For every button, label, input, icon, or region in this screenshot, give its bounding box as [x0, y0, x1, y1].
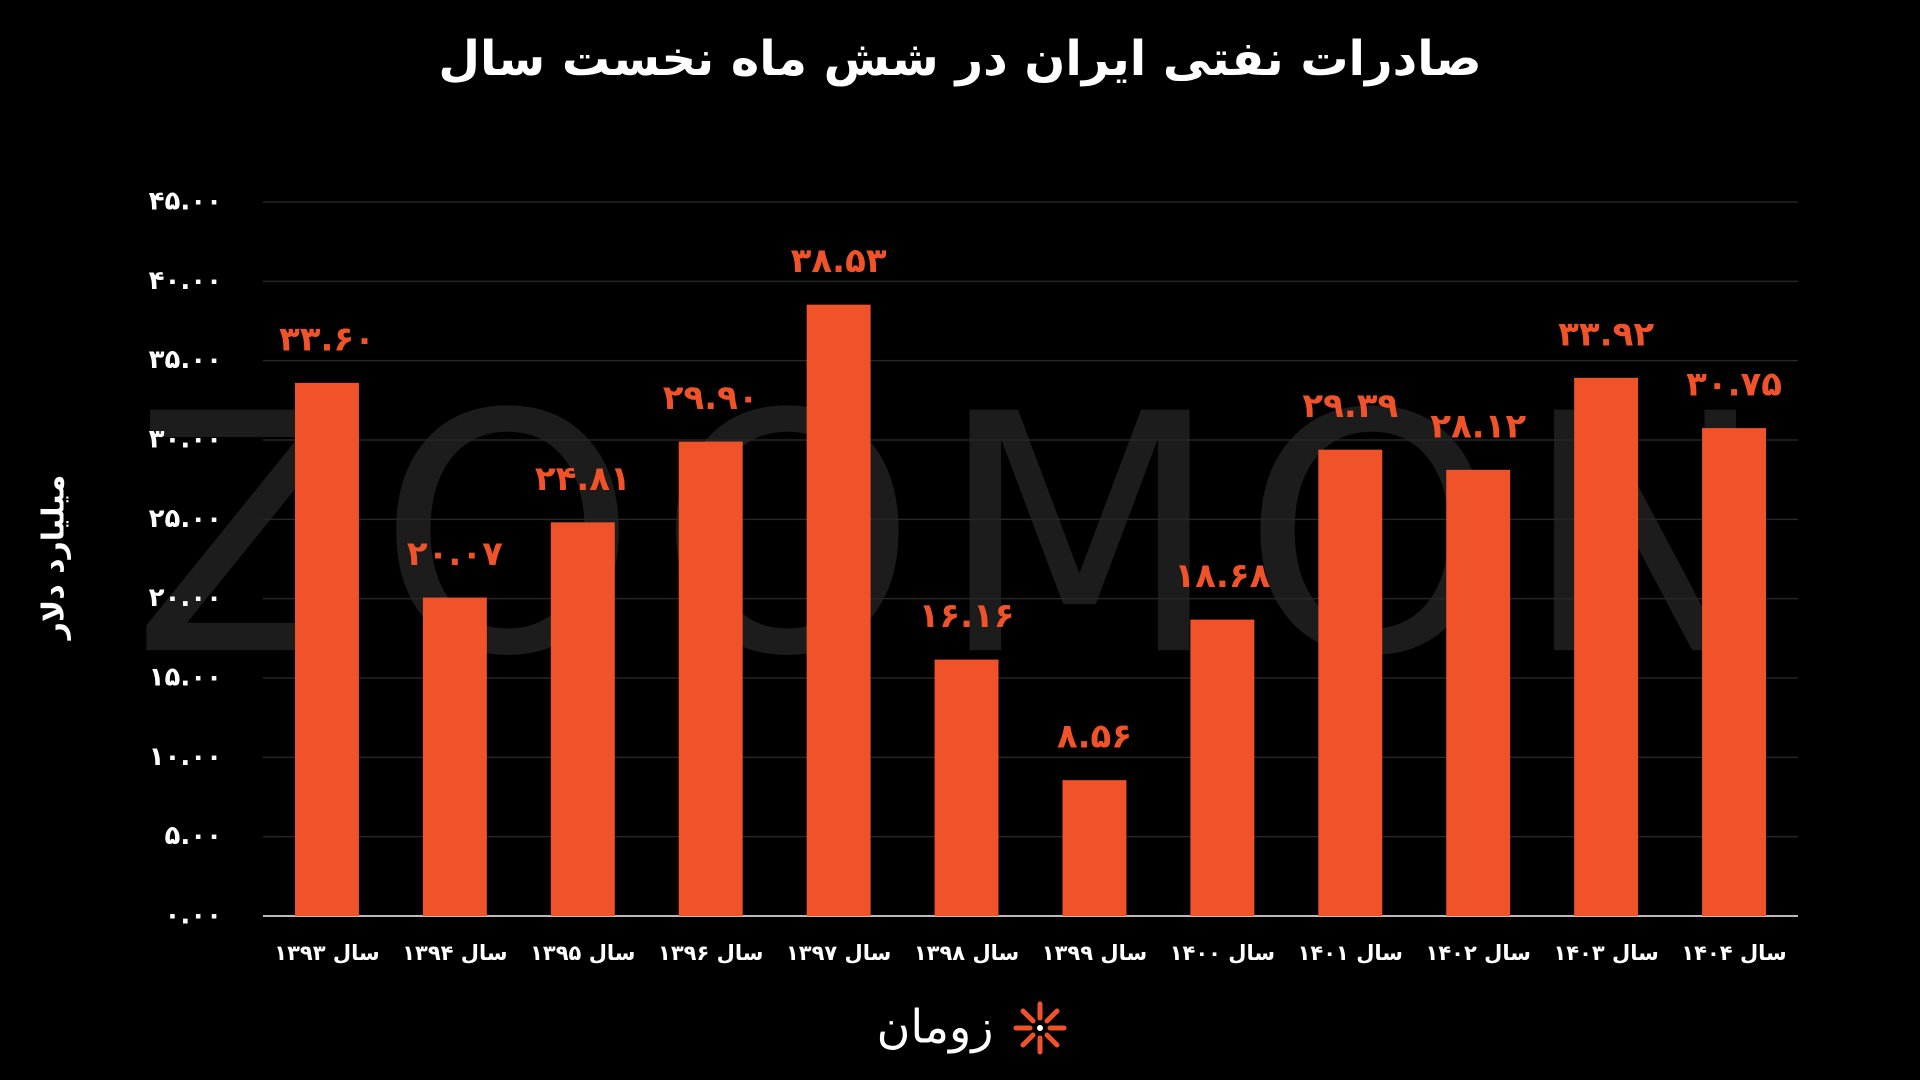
- bar: [1062, 780, 1127, 916]
- y-tick-label: ۳۰.۰۰: [149, 425, 222, 455]
- y-tick-label: ۴۰.۰۰: [149, 266, 222, 296]
- y-tick-label: ۳۵.۰۰: [149, 345, 222, 375]
- y-tick-label: ۰.۰۰: [165, 901, 222, 931]
- chart-title: صادرات نفتی ایران در شش ماه نخست سال: [438, 31, 1481, 87]
- logo-text: زومان: [877, 1000, 994, 1055]
- x-tick-label: سال ۱۴۰۳: [1553, 941, 1658, 965]
- y-tick-label: ۵.۰۰: [165, 821, 222, 851]
- x-tick-label: سال ۱۳۹۷: [786, 941, 891, 965]
- bar: [294, 382, 359, 916]
- data-label: ۱۶.۱۶: [919, 596, 1015, 636]
- x-tick-label: سال ۱۴۰۲: [1426, 941, 1531, 965]
- y-tick-label: ۱۰.۰۰: [149, 742, 222, 772]
- y-tick-label: ۱۵.۰۰: [149, 663, 222, 693]
- data-label: ۲۸.۱۲: [1430, 406, 1526, 446]
- bar: [934, 659, 999, 916]
- bar: [422, 597, 487, 916]
- data-label: ۲۰.۰۷: [407, 534, 503, 574]
- y-tick-label: ۲۵.۰۰: [149, 504, 222, 534]
- y-axis-label: میلیارد دلار: [37, 475, 72, 642]
- bar: [1190, 619, 1255, 916]
- x-tick-label: سال ۱۳۹۳: [274, 941, 379, 965]
- data-label: ۳۳.۹۲: [1558, 314, 1654, 354]
- data-label: ۸.۵۶: [1057, 717, 1132, 757]
- logo: زومان: [877, 1000, 1067, 1055]
- x-tick-label: سال ۱۳۹۸: [914, 941, 1019, 965]
- bar: [678, 441, 743, 916]
- x-tick-label: سال ۱۴۰۱: [1298, 941, 1403, 965]
- bar: [550, 522, 615, 916]
- x-tick-label: سال ۱۴۰۴: [1681, 941, 1786, 965]
- data-label: ۲۴.۸۱: [535, 459, 631, 499]
- y-tick-label: ۴۵.۰۰: [149, 187, 222, 217]
- data-label: ۳۳.۶۰: [279, 319, 375, 359]
- bar: [806, 304, 871, 916]
- y-tick-label: ۲۰.۰۰: [149, 583, 222, 613]
- logo-icon: [1013, 1001, 1067, 1055]
- data-label: ۲۹.۹۰: [663, 378, 759, 418]
- data-label: ۳۸.۵۳: [791, 241, 887, 281]
- x-tick-label: سال ۱۴۰۰: [1170, 941, 1275, 965]
- bar: [1702, 428, 1767, 916]
- data-label: ۲۹.۳۹: [1302, 386, 1398, 426]
- x-tick-label: سال ۱۳۹۵: [530, 941, 635, 965]
- data-label: ۱۸.۶۸: [1174, 556, 1270, 596]
- bar: [1318, 449, 1383, 916]
- data-label: ۳۰.۷۵: [1686, 365, 1782, 405]
- bar: [1574, 377, 1639, 916]
- bar: [1446, 469, 1511, 916]
- x-tick-label: سال ۱۳۹۴: [402, 941, 507, 965]
- x-tick-label: سال ۱۳۹۶: [658, 941, 763, 965]
- x-tick-label: سال ۱۳۹۹: [1042, 941, 1147, 965]
